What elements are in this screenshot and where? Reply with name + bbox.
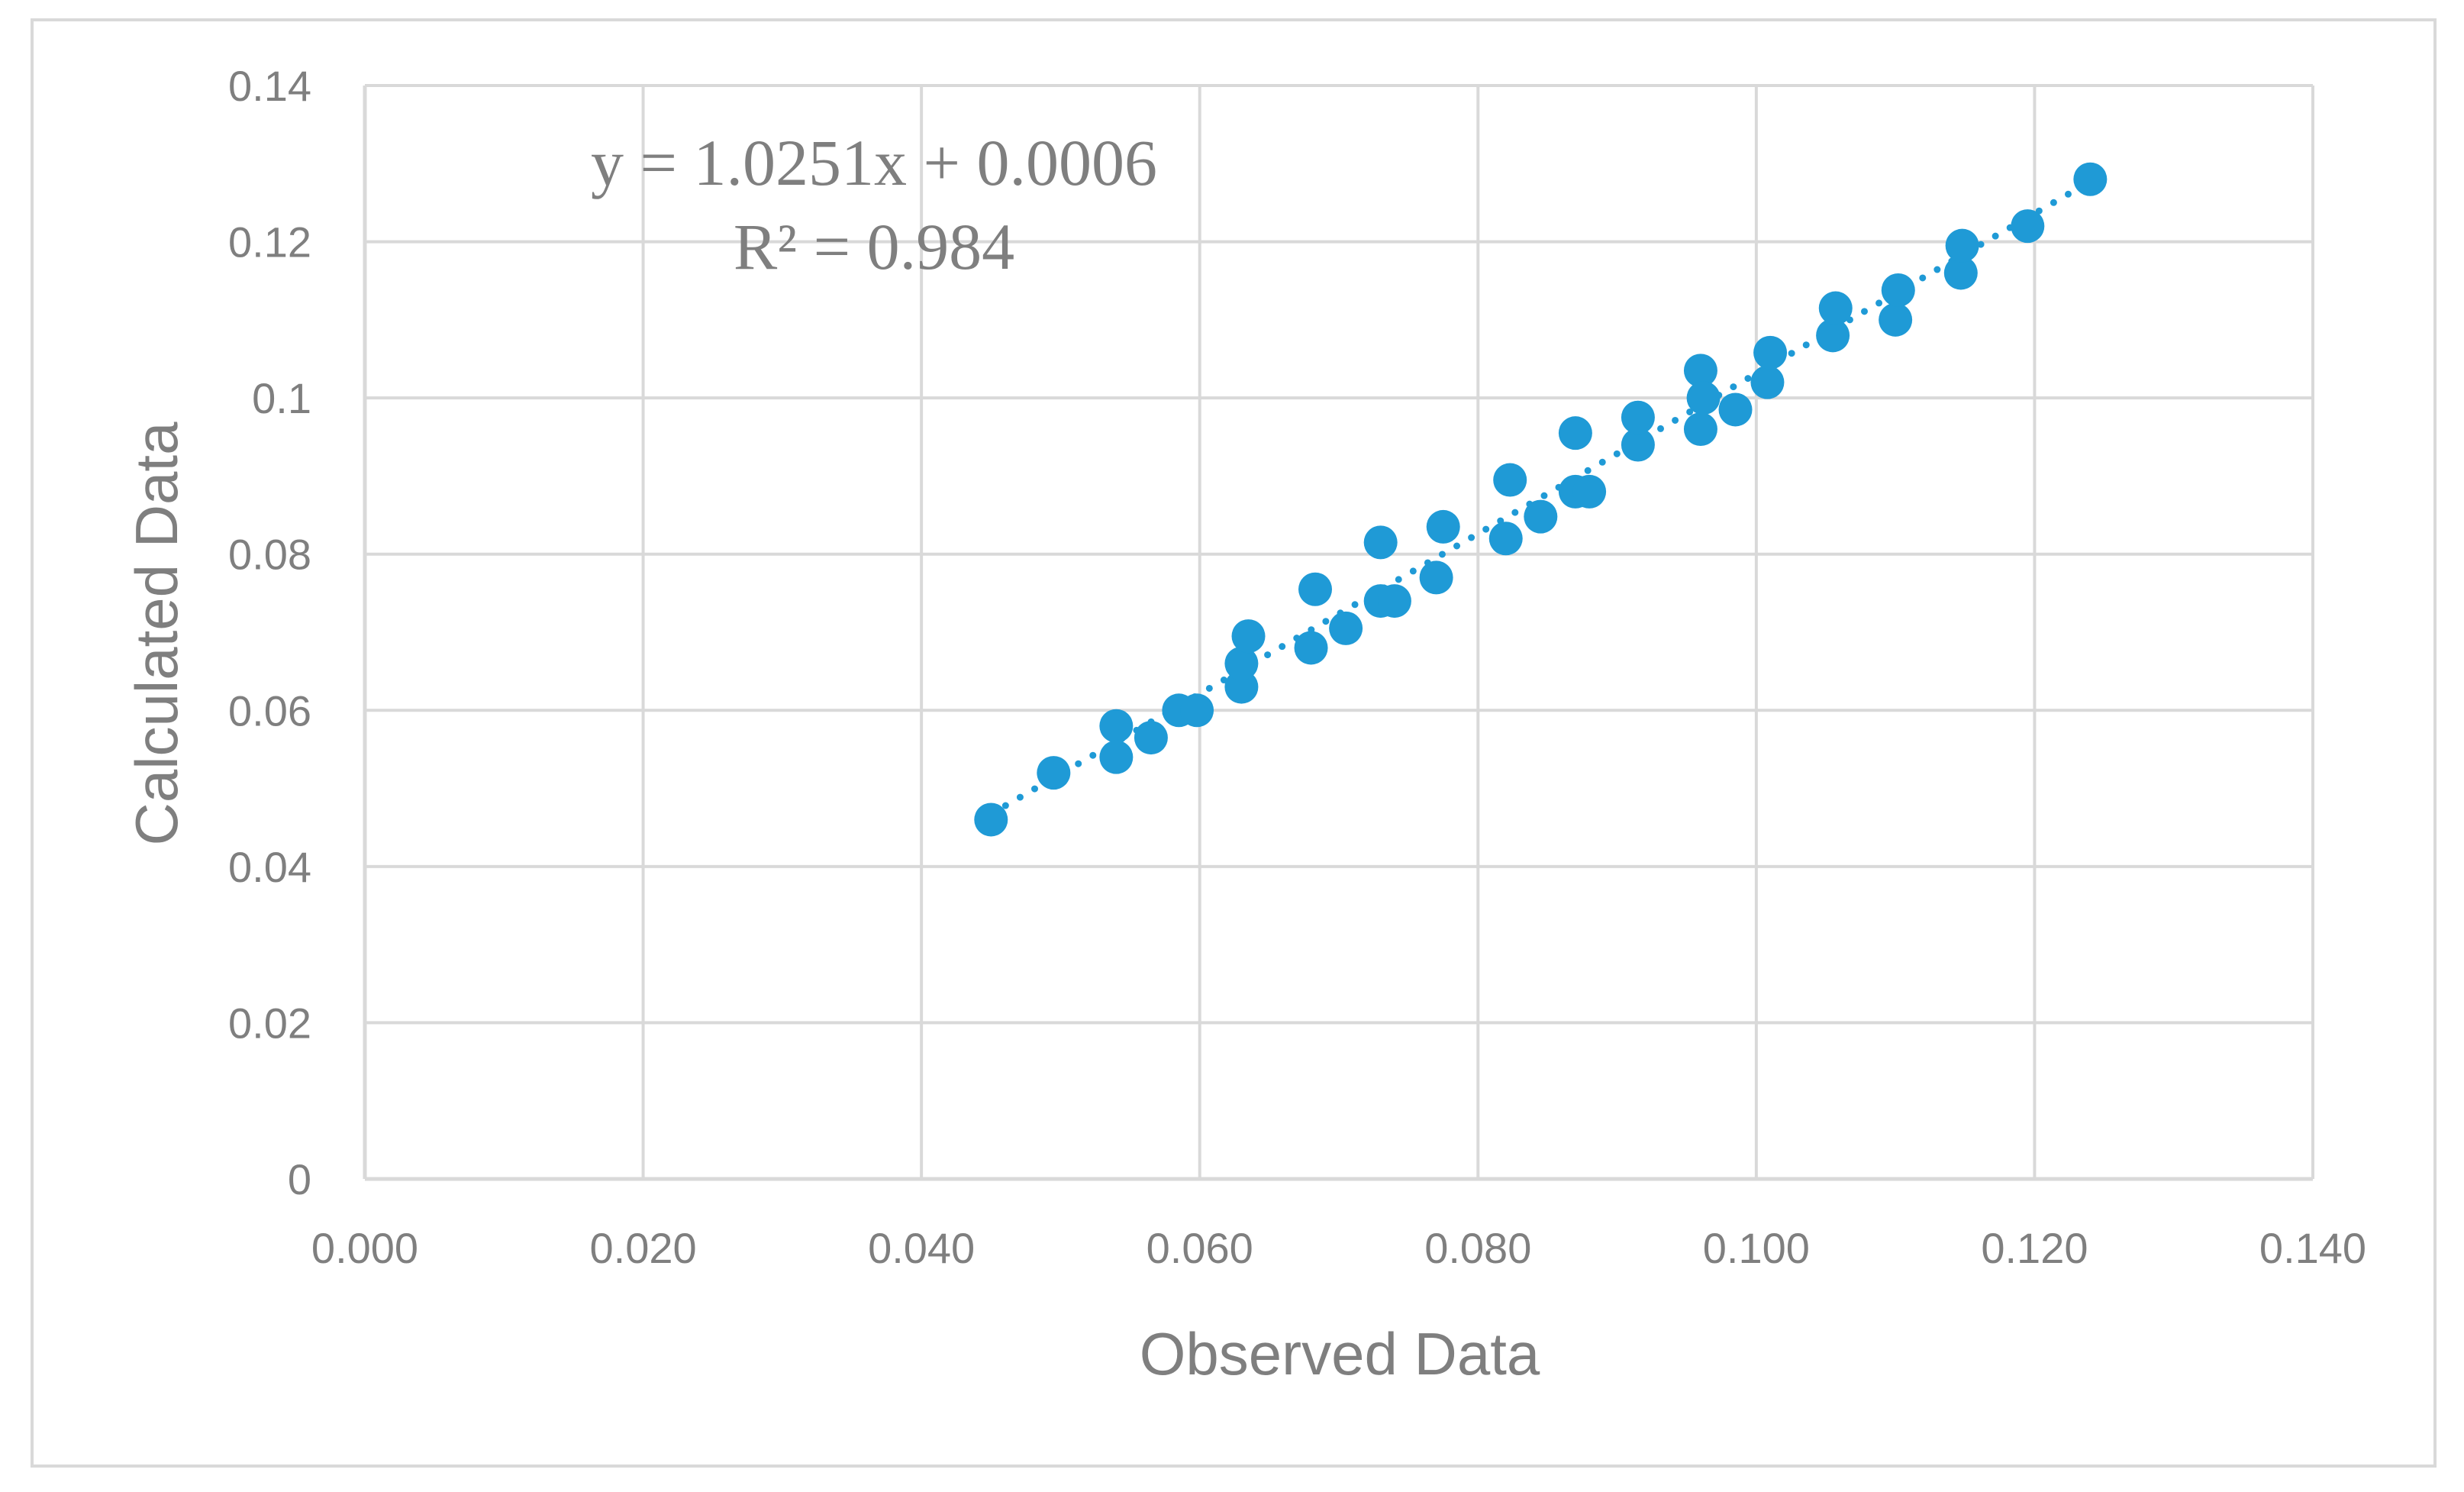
data-points [974,162,2108,837]
axes [363,86,2313,1181]
trendline-r-squared: R² = 0.984 [734,210,1014,283]
data-point [1683,354,1717,388]
data-point [1818,291,1853,325]
trendline [987,178,2094,818]
data-point [1686,381,1721,415]
data-point [1363,525,1398,560]
data-point [1683,412,1717,447]
data-point [1329,611,1363,645]
y-tick-label: 0.14 [228,62,311,110]
data-point [1224,670,1259,704]
y-tick-label: 0.08 [228,531,311,579]
y-tick-label: 0.02 [228,999,311,1047]
data-point [1037,756,1071,790]
y-axis-title: Calculated Data [123,421,190,846]
data-point [1524,499,1558,534]
data-point [1879,302,1913,337]
x-tick-label: 0.120 [1981,1224,2088,1272]
data-point [2073,162,2108,196]
x-tick-label: 0.140 [2259,1224,2366,1272]
y-tick-label: 0.1 [252,374,311,422]
y-tick-labels: 0 0.02 0.04 0.06 0.08 0.1 0.12 0.14 [228,62,311,1203]
data-point [1881,273,1915,307]
x-tick-label: 0.000 [311,1224,418,1272]
data-point [1294,631,1328,665]
data-point [1426,509,1460,544]
data-point [1488,522,1523,556]
data-point [1134,721,1168,755]
data-point [1718,392,1753,427]
data-point [1753,335,1788,370]
trendline-line [987,178,2094,818]
data-point [1231,619,1266,654]
x-tick-label: 0.040 [868,1224,975,1272]
y-tick-label: 0.06 [228,686,311,735]
grid-lines [365,84,2314,1179]
data-point [1621,400,1655,434]
data-point [1816,318,1850,353]
x-tick-label: 0.060 [1147,1224,1253,1272]
data-point [1621,428,1655,462]
data-point [2011,209,2045,244]
data-point [1377,584,1411,618]
data-point [1099,740,1134,774]
data-point [974,803,1008,837]
data-point [1493,463,1527,497]
x-axis-title: Observed Data [1140,1320,1540,1387]
data-point [1180,693,1214,728]
data-point [1943,256,1978,290]
data-point [1099,709,1134,743]
data-point [1419,560,1453,595]
data-point [1298,572,1333,606]
data-point [1572,474,1607,509]
x-tick-label: 0.100 [1703,1224,1810,1272]
data-point [1945,228,1979,263]
trendline-equation: y = 1.0251x + 0.0006 [591,126,1157,199]
x-tick-label: 0.080 [1424,1224,1531,1272]
data-point [1224,646,1259,680]
y-tick-label: 0.04 [228,843,311,891]
data-point [1558,416,1592,451]
y-tick-label: 0 [288,1155,311,1203]
data-point [1750,365,1785,399]
y-tick-label: 0.12 [228,218,311,266]
x-tick-label: 0.020 [590,1224,697,1272]
x-tick-labels: 0.000 0.020 0.040 0.060 0.080 0.100 0.120 0.140 [311,1224,2366,1272]
